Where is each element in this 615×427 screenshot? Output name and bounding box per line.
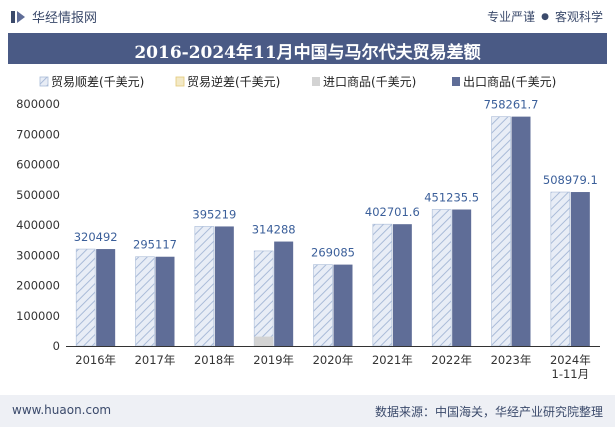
data-label: 314288 [252, 223, 296, 237]
bar-surplus [135, 256, 155, 347]
x-axis: 2016年 2017年 2018年 2019年 2020年 2021年 2022年 2023年… [66, 346, 600, 381]
tagline: 专业严谨 ● 客观科学 [487, 8, 603, 25]
bar-surplus [313, 264, 333, 347]
legend-label: 贸易顺差(千美元) [51, 75, 144, 89]
y-tick-label: 0 [53, 339, 60, 353]
bar-export [333, 264, 353, 346]
brand-name: 华经情报网 [32, 11, 98, 26]
data-labels: 320492 295117 395219 314288 269085 402701.6 45… [74, 98, 598, 260]
x-tick-label: 2017年 [135, 353, 176, 367]
brand[interactable]: 华经情报网 [10, 7, 97, 26]
tagline-right: 客观科学 [554, 10, 603, 24]
bar-export [155, 256, 175, 346]
top-bar: 华经情报网 专业严谨 ● 客观科学 [0, 0, 615, 32]
data-label: 295117 [133, 238, 177, 252]
data-label: 320492 [74, 230, 118, 244]
y-tick-label: 200000 [16, 279, 60, 293]
x-tick-label: 2019年 [253, 353, 294, 367]
y-tick-label: 100000 [16, 309, 60, 323]
x-tick-label: 2023年 [491, 353, 532, 367]
legend-swatch [39, 76, 49, 87]
chart-title: 2016-2024年11月中国与马尔代夫贸易差额 [134, 43, 481, 63]
bars [75, 116, 590, 347]
bar-surplus [194, 226, 215, 347]
legend-label: 贸易逆差(千美元) [187, 74, 280, 89]
y-tick-label: 400000 [16, 218, 60, 232]
x-tick-label: 2016年 [75, 353, 116, 367]
data-label: 508979.1 [543, 173, 598, 187]
y-tick-label: 500000 [16, 188, 60, 202]
legend-label: 进口商品(千美元) [323, 74, 416, 89]
y-axis: 0 100000 200000 300000 400000 500000 600000 700… [16, 97, 60, 353]
legend-swatch [452, 77, 460, 86]
bar-surplus [253, 250, 274, 347]
bar-surplus [372, 223, 393, 347]
brand-logo-icon [11, 10, 25, 23]
data-label: 758261.7 [484, 98, 539, 112]
bar-export [570, 192, 590, 346]
bar-export [511, 116, 531, 346]
tagline-left: 专业严谨 [487, 10, 536, 24]
legend-label: 出口商品(千美元) [463, 74, 556, 89]
data-label: 395219 [192, 207, 236, 221]
legend-swatch [175, 76, 185, 87]
title-bar: 2016-2024年11月中国与马尔代夫贸易差额 [8, 33, 607, 64]
bar-surplus [431, 209, 452, 347]
bar-export [392, 224, 412, 346]
y-tick-label: 700000 [16, 127, 60, 141]
x-tick-label: 2018年 [194, 353, 235, 367]
data-label: 451235.5 [424, 191, 479, 205]
chart: 贸易顺差(千美元) 贸易逆差(千美元) 进口商品(千美元) 出口商品(千美元) 0 10… [16, 74, 600, 381]
footer-source: 数据来源：中国海关，华经产业研究院整理 [374, 405, 603, 419]
bar-surplus [75, 248, 96, 347]
x-tick-label: 2021年 [372, 353, 413, 367]
bar-export [274, 241, 294, 346]
footer: www.huaon.com 数据来源：中国海关，华经产业研究院整理 [0, 395, 615, 427]
y-tick-label: 300000 [16, 248, 60, 262]
x-tick-label: 2024年 1-11月 [550, 353, 591, 381]
x-tick-label: 2022年 [431, 353, 472, 367]
y-tick-label: 800000 [16, 97, 60, 111]
bar-export [96, 249, 116, 346]
bar-export [214, 226, 234, 346]
footer-website[interactable]: www.huaon.com [12, 403, 112, 417]
bar-surplus [491, 116, 511, 347]
x-tick-label: 2020年 [313, 353, 354, 367]
legend: 贸易顺差(千美元) 贸易逆差(千美元) 进口商品(千美元) 出口商品(千美元) [39, 74, 556, 89]
bar-import [254, 336, 274, 346]
y-tick-label: 600000 [16, 158, 60, 172]
bar-surplus [550, 191, 571, 347]
bar-export [452, 209, 472, 346]
tagline-dot-icon: ● [541, 11, 549, 22]
legend-swatch [312, 77, 320, 86]
data-label: 402701.6 [365, 205, 420, 219]
data-label: 269085 [311, 246, 355, 260]
